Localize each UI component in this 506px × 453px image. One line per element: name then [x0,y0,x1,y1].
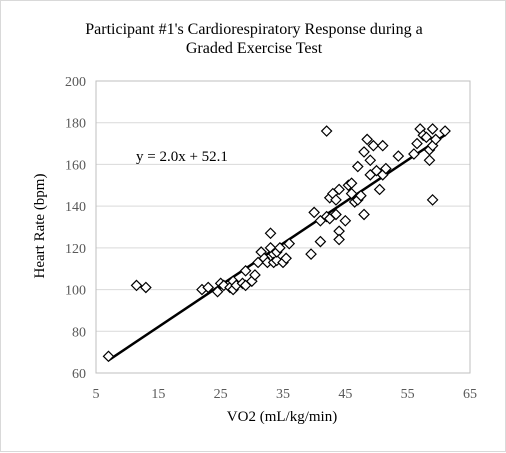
data-point [411,137,423,150]
y-tick-label: 80 [72,325,86,340]
x-axis-ticks: 5 15 25 35 45 55 65 [93,387,478,402]
data-point [376,139,389,152]
data-point [320,125,333,137]
data-point [102,350,115,363]
x-tick-label: 35 [276,387,290,402]
y-tick-label: 100 [65,284,86,299]
data-point [429,133,442,146]
data-point [202,281,215,294]
data-point [351,160,364,173]
y-tick-label: 200 [65,75,86,90]
y-tick-label: 160 [65,158,86,173]
data-point [408,148,420,160]
data-point [345,187,358,200]
data-point [420,131,433,144]
plot-border [95,80,471,374]
data-point [130,279,143,292]
data-point [249,269,261,281]
y-tick-label: 140 [65,200,86,215]
y-axis-title: Heart Rate (bpm) [32,174,48,279]
data-point [305,248,317,260]
data-point [392,150,405,162]
data-point [283,237,296,250]
data-point [264,227,277,240]
chart-title-line-2: Graded Exercise Test [186,40,323,57]
data-point [330,208,342,221]
x-axis-title: VO2 (mL/kg/min) [227,409,337,425]
data-point [333,233,345,246]
x-tick-label: 65 [463,387,477,402]
data-point [361,133,373,146]
data-point [380,162,392,175]
trendline-equation: y = 2.0x + 52.1 [136,149,228,165]
data-points [102,123,451,363]
data-point [339,214,352,227]
data-point [423,154,436,167]
data-point [367,139,380,152]
data-point [355,189,367,202]
data-point [426,194,439,206]
x-tick-label: 25 [214,387,228,402]
data-point [314,235,327,248]
data-point [370,164,383,177]
x-tick-label: 45 [338,387,352,402]
data-point [426,123,439,135]
data-point [140,281,152,294]
data-point [308,206,321,219]
y-tick-label: 120 [65,242,86,257]
data-point [373,183,386,196]
data-point [274,242,286,254]
data-point [330,194,342,206]
data-point [333,183,345,196]
x-tick-label: 15 [151,387,165,402]
y-tick-label: 180 [65,117,86,132]
x-tick-label: 55 [401,387,415,402]
data-point [345,177,358,190]
chart-title-line-1: Participant #1's Cardiorespiratory Respo… [85,21,422,38]
data-point [239,264,252,277]
chart-title: Participant #1's Cardiorespiratory Respo… [85,21,422,57]
data-point [439,125,451,137]
y-axis-ticks: 60 80 100 120 140 160 180 200 [65,75,86,382]
data-point [364,154,377,167]
gridlines [96,80,470,374]
data-point [280,252,292,265]
x-tick-label: 5 [93,387,100,402]
data-point [211,285,224,298]
data-point [358,208,370,221]
y-tick-label: 60 [72,367,86,382]
data-point [358,146,370,158]
